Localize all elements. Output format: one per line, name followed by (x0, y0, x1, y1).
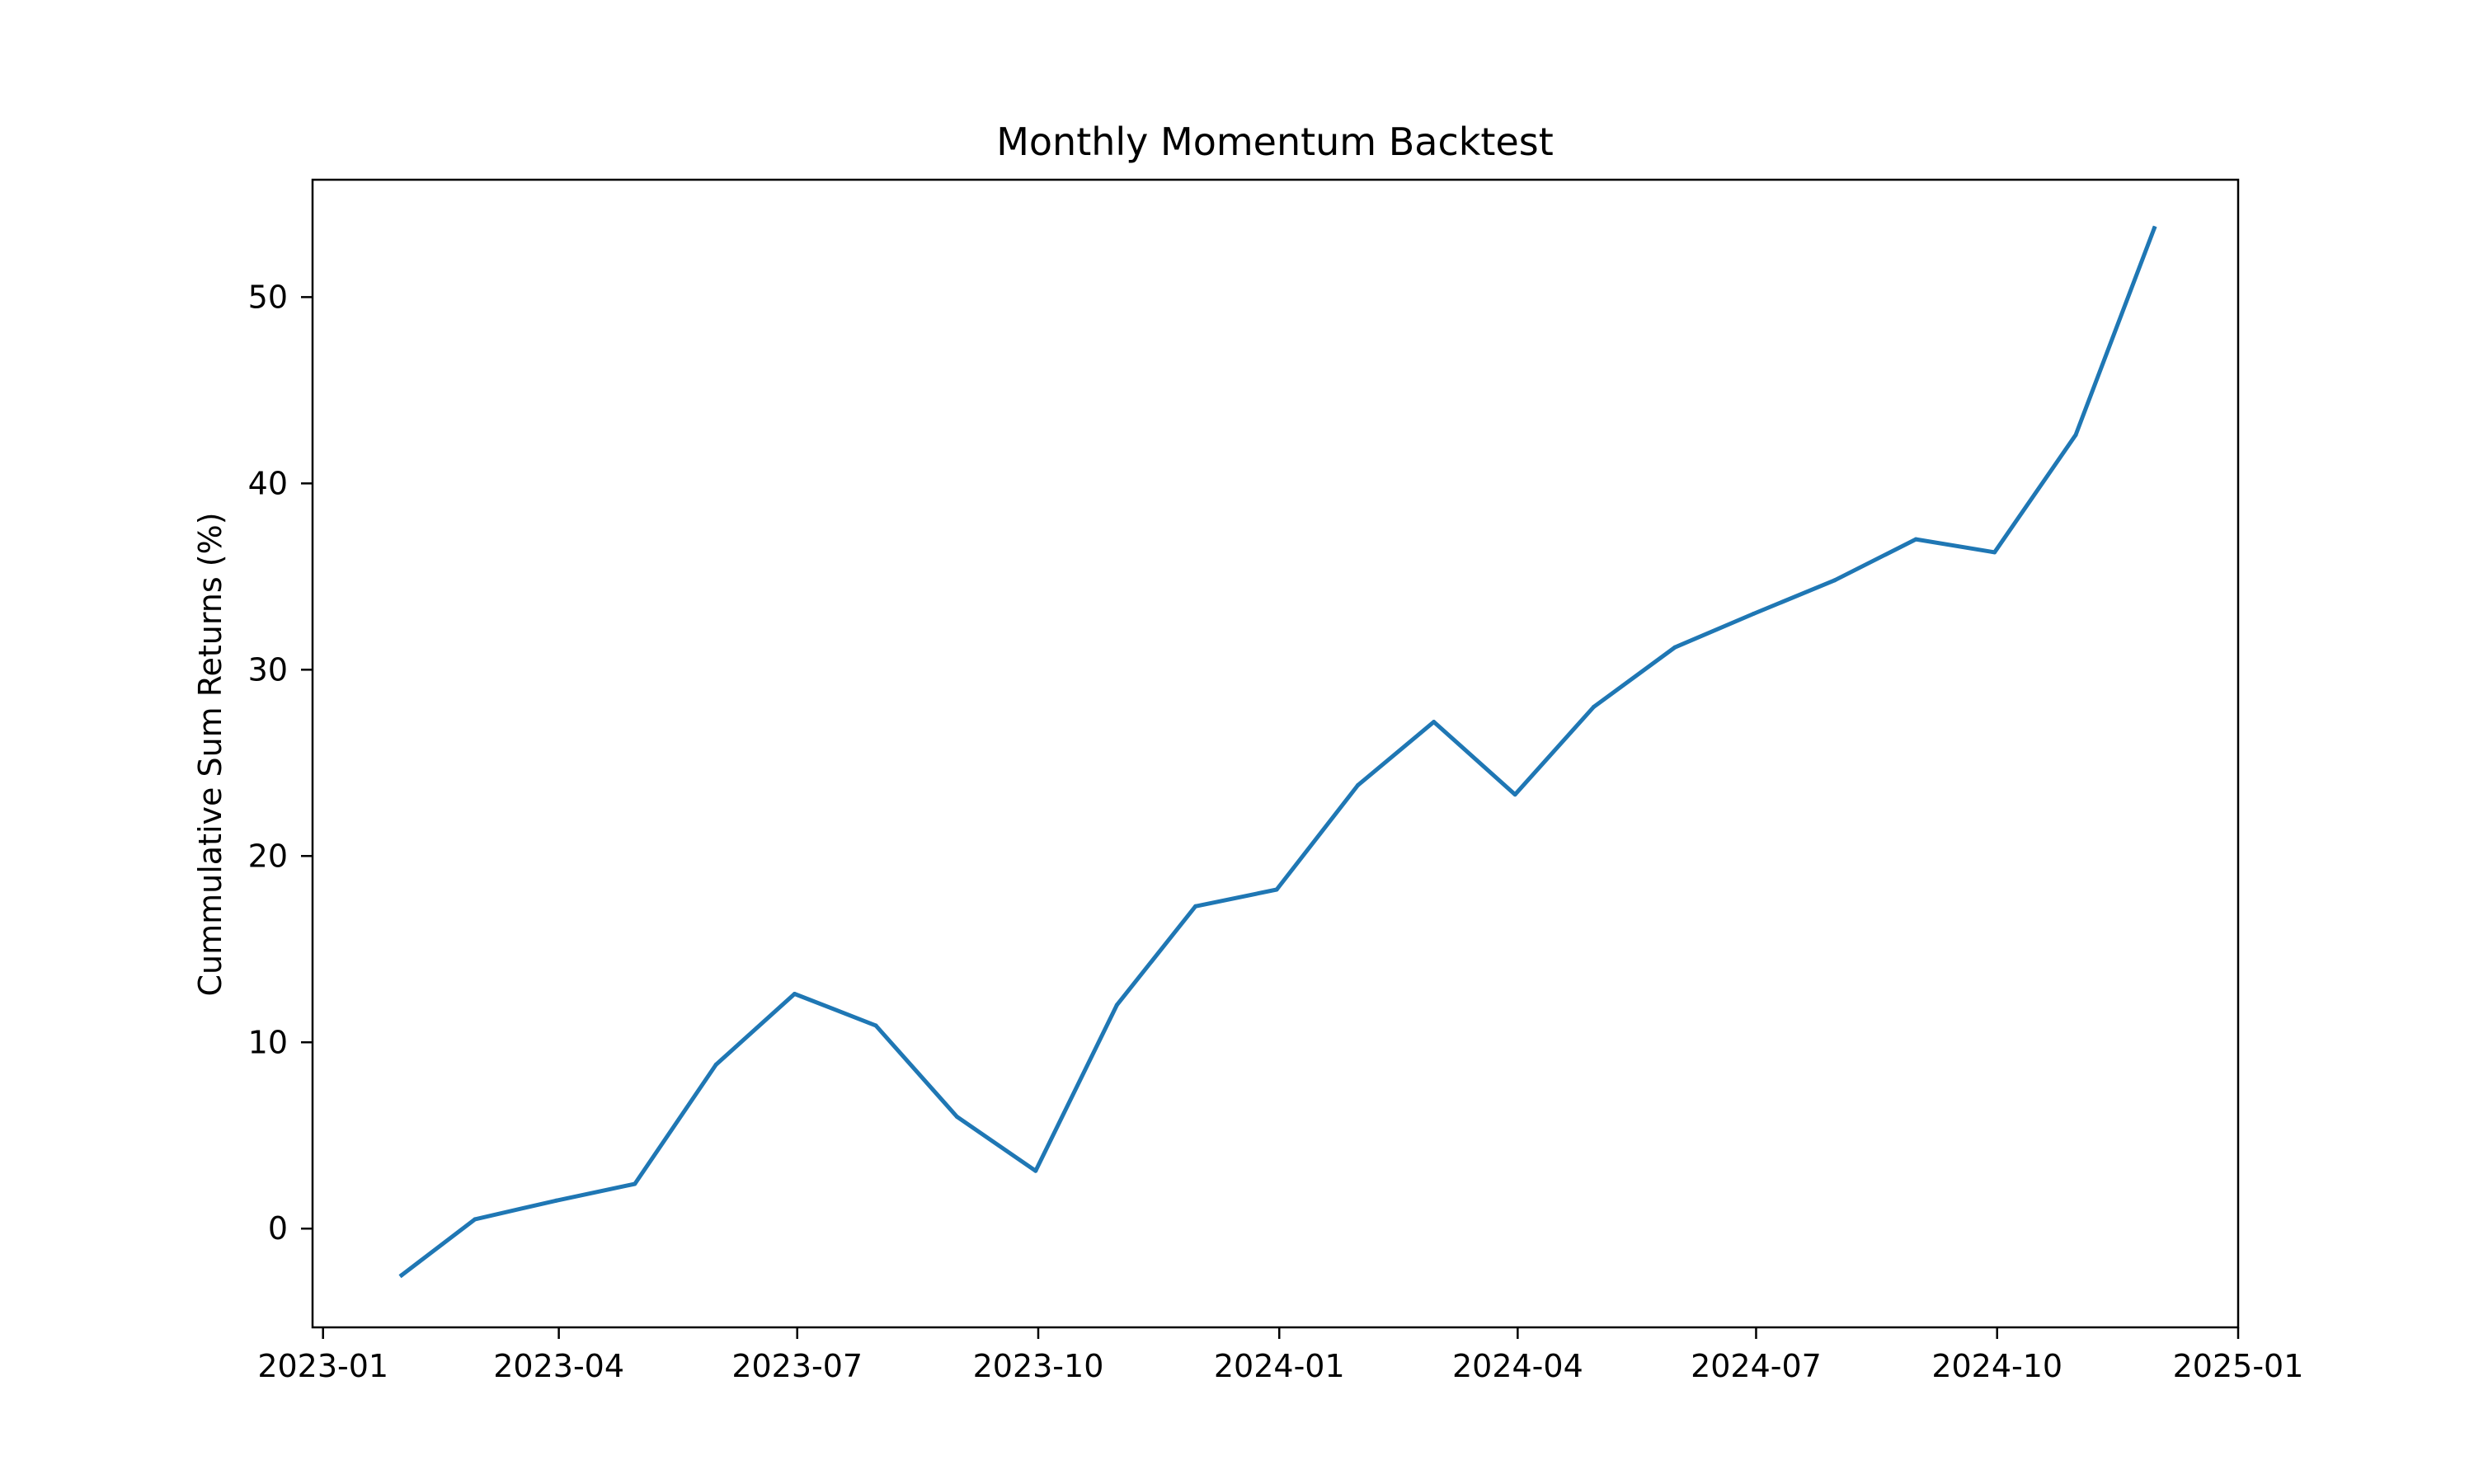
series-layer (398, 225, 2157, 1279)
data-point (1274, 887, 1279, 892)
x-tick-label: 2024-04 (1452, 1348, 1583, 1384)
x-tick-label: 2025-01 (2173, 1348, 2304, 1384)
data-point (1832, 578, 1837, 583)
data-point (1193, 904, 1198, 909)
data-point (1672, 645, 1677, 650)
x-tick-label: 2023-10 (973, 1348, 1104, 1384)
data-point (1033, 1168, 1038, 1173)
x-tick-label: 2024-07 (1691, 1348, 1822, 1384)
chart-title: Monthly Momentum Backtest (996, 120, 1554, 164)
x-tick-label: 2023-01 (257, 1348, 388, 1384)
y-tick-label: 30 (248, 651, 288, 688)
data-point (793, 992, 797, 996)
y-tick-label: 10 (248, 1024, 288, 1060)
y-tick-label: 20 (248, 838, 288, 874)
y-tick-label: 50 (248, 279, 288, 315)
data-point (1751, 612, 1756, 616)
data-point (1592, 705, 1596, 709)
data-point (1356, 782, 1361, 787)
data-point (399, 1273, 404, 1278)
y-tick-label: 0 (268, 1210, 288, 1247)
y-axis-label: Cummulative Sum Returns (%) (192, 512, 228, 996)
data-point (713, 1062, 718, 1067)
x-tick-label: 2023-07 (731, 1348, 863, 1384)
y-tick-label: 40 (248, 465, 288, 501)
data-point (2073, 433, 2078, 438)
data-point (1992, 550, 1997, 555)
y-axis: 0 10 20 30 40 50 (248, 279, 313, 1247)
data-point (1432, 720, 1437, 725)
data-point (955, 1115, 959, 1120)
x-tick-label: 2024-01 (1214, 1348, 1345, 1384)
data-point (2152, 226, 2157, 231)
data-point (473, 1217, 477, 1222)
x-tick-label: 2024-10 (1931, 1348, 2062, 1384)
x-tick-label: 2023-04 (493, 1348, 624, 1384)
x-axis: 2023-01 2023-04 2023-07 2023-10 2024-01 2024-… (257, 1327, 2303, 1384)
data-point (553, 1198, 558, 1203)
data-point (1114, 1003, 1119, 1007)
data-point (633, 1181, 637, 1186)
data-point (1512, 792, 1517, 797)
data-point (1913, 537, 1918, 542)
data-point (873, 1023, 878, 1028)
plot-area-frame (311, 178, 2240, 1329)
